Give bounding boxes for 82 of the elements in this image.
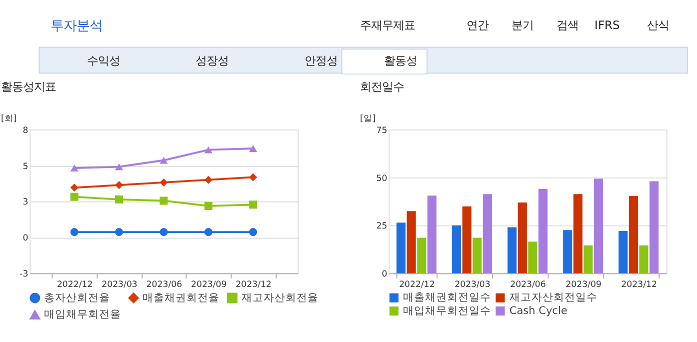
text: 안정성	[304, 53, 338, 68]
bar	[427, 196, 436, 274]
x-tick-label: 2023/09	[566, 280, 602, 290]
bar	[482, 194, 492, 274]
point	[70, 184, 78, 192]
chart-title: 활동성지표	[0, 79, 56, 94]
point	[115, 181, 124, 190]
x-tick-label: 2023/09	[190, 280, 227, 290]
bar	[538, 188, 548, 274]
x-tick-label: 2023/03	[454, 280, 490, 290]
bar	[628, 196, 638, 274]
bar	[584, 245, 593, 274]
point	[249, 200, 258, 209]
legend-label: 총자산회전율	[44, 292, 110, 304]
bar	[639, 245, 648, 274]
bar	[618, 231, 628, 274]
point	[249, 228, 258, 236]
point	[249, 145, 258, 152]
x-tick-label: 2023/12	[621, 280, 657, 290]
y-tick-label: 8	[22, 126, 28, 136]
bar	[573, 194, 582, 274]
point	[160, 178, 168, 186]
bar	[528, 242, 538, 274]
point	[204, 176, 212, 184]
y-tick-label: 0	[382, 270, 388, 280]
legend-label: Cash Cycle	[509, 304, 568, 317]
x-tick-label: 2022/12	[399, 280, 435, 290]
y-axis-title: [회]	[0, 114, 17, 124]
text: 투자분석	[50, 19, 103, 34]
bar	[396, 222, 406, 274]
x-tick-label: 2023/06	[510, 280, 546, 290]
text: 검색	[556, 18, 578, 32]
legend-label: 매출채권회전일수	[403, 292, 492, 304]
text: 활동성	[384, 53, 417, 68]
point	[160, 196, 168, 205]
text: IFRS	[594, 18, 620, 32]
legend-label: 매출채권회전율	[142, 292, 220, 304]
x-tick-label: 2023/12	[236, 280, 272, 290]
bar	[406, 211, 416, 274]
y-tick-label: 25	[376, 222, 388, 232]
x-tick-label: 2023/03	[102, 280, 138, 290]
legend-label: 매입채무회전일수	[403, 304, 492, 317]
legend-label: 재고자산회전일수	[509, 292, 598, 304]
point	[160, 156, 168, 164]
y-tick-label: 50	[376, 174, 388, 184]
bar	[462, 206, 472, 274]
bar	[594, 178, 604, 274]
y-tick-label: 0	[22, 234, 28, 244]
text: 연간	[466, 18, 488, 32]
y-axis-title: [일]	[360, 114, 376, 124]
text: 산식	[647, 18, 670, 32]
bar	[518, 202, 527, 274]
point	[249, 173, 258, 182]
text: 분기	[511, 18, 534, 32]
x-tick-label: 2022/12	[56, 280, 93, 290]
chart-title: 회전일수	[360, 79, 404, 94]
point	[70, 164, 78, 172]
bar	[508, 227, 517, 274]
point	[160, 228, 168, 236]
point	[70, 228, 78, 236]
y-tick-label: -3	[20, 270, 28, 280]
bar	[417, 238, 426, 274]
bar	[452, 225, 462, 274]
point	[115, 163, 124, 170]
y-tick-label: 5	[22, 162, 28, 172]
y-tick-label: 3	[22, 198, 28, 208]
point	[115, 228, 124, 236]
bar	[650, 181, 659, 274]
text: 성장성	[195, 53, 228, 68]
point	[204, 228, 212, 236]
point	[204, 146, 212, 154]
point	[204, 202, 212, 210]
point	[70, 192, 78, 201]
bar	[563, 230, 572, 274]
legend-label: 재고자산회전율	[241, 292, 318, 304]
text: 수익성	[87, 53, 120, 68]
x-tick-label: 2023/06	[146, 280, 182, 290]
text: 주재무제표	[360, 18, 415, 32]
point	[115, 195, 124, 204]
y-tick-label: 75	[376, 126, 388, 136]
bar	[472, 238, 482, 274]
legend-label: 매입채무회전율	[44, 308, 122, 321]
